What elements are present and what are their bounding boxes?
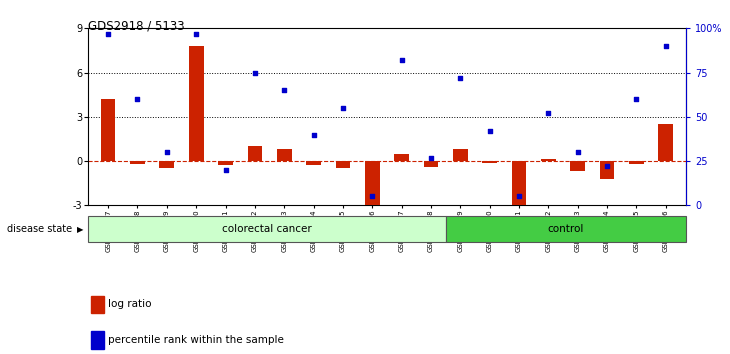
Text: log ratio: log ratio [108,299,152,309]
Bar [629,161,644,164]
Bar [218,161,233,166]
Text: ▶: ▶ [77,224,84,234]
Bar [445,216,686,242]
Text: colorectal cancer: colorectal cancer [222,224,312,234]
Point [660,43,672,49]
Point [513,194,525,199]
Point [102,31,114,36]
Bar [159,161,174,169]
Bar [306,161,321,166]
Bar [570,161,585,171]
Point [191,31,202,36]
Bar [423,161,438,167]
Bar [336,161,350,169]
Text: GDS2918 / 5133: GDS2918 / 5133 [88,19,184,33]
Point [366,194,378,199]
Point [308,132,320,137]
Bar [394,154,409,161]
Text: control: control [548,224,584,234]
Text: percentile rank within the sample: percentile rank within the sample [108,335,284,345]
Bar [512,161,526,205]
Point [425,155,437,160]
Bar [658,124,673,161]
Bar [365,161,380,208]
Bar [599,161,615,179]
Point [249,70,261,75]
Bar [130,161,145,164]
Point [454,75,466,81]
Bar [453,149,468,161]
Point [484,128,496,134]
Point [631,96,642,102]
Point [542,110,554,116]
Point [601,164,612,169]
Point [396,57,407,63]
Point [278,87,290,93]
Bar [277,149,291,161]
Point [337,105,349,111]
Bar [247,146,262,161]
Text: disease state: disease state [7,224,72,234]
Bar [189,46,204,161]
Point [572,149,583,155]
Point [131,96,143,102]
Point [220,167,231,173]
Bar [541,159,556,161]
Bar [101,99,115,161]
Point [161,149,173,155]
Bar [88,216,445,242]
Bar [483,161,497,162]
